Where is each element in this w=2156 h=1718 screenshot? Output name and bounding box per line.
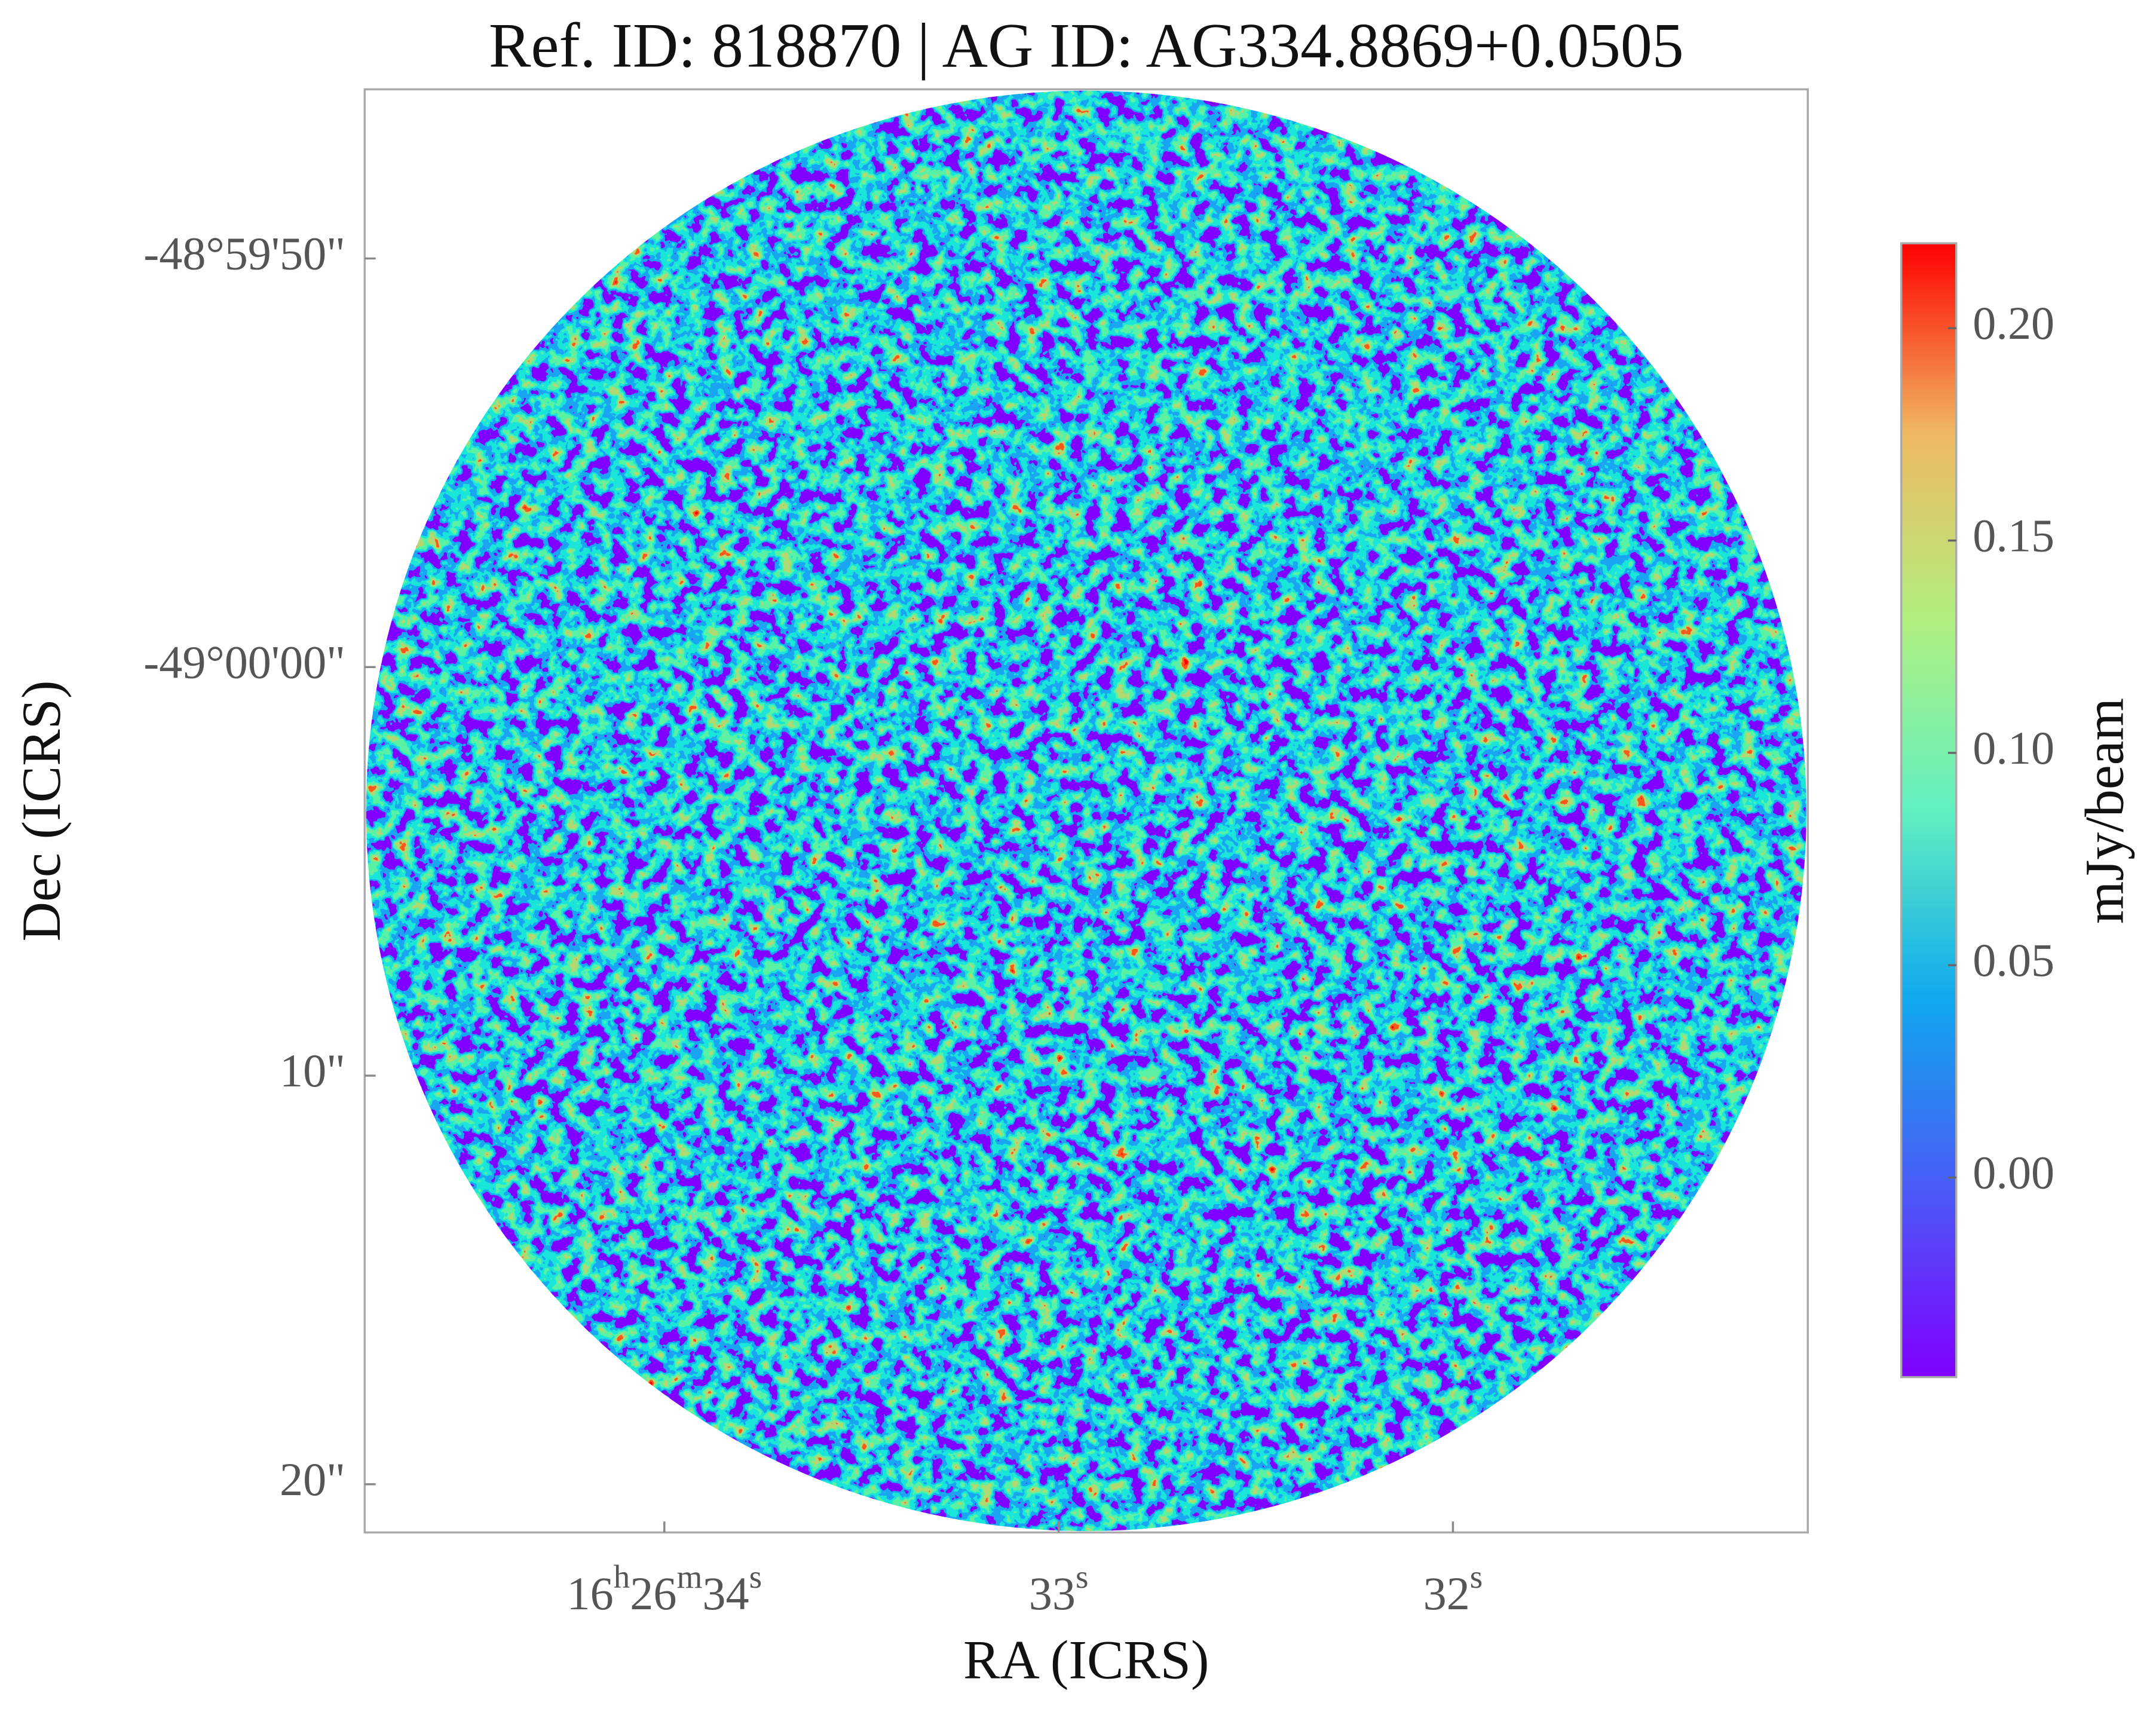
chart-title: Ref. ID: 818870 | AG ID: AG334.8869+0.05… [489,11,1684,81]
colorbar-tick-label: 0.10 [1973,722,2054,774]
colorbar-tick-label: 0.20 [1973,297,2054,349]
y-tick-label: 10" [280,1045,345,1097]
y-tick-label: -49°00'00" [143,636,345,688]
y-axis-label: Dec (ICRS) [11,681,72,942]
colorbar-tick-label: 0.00 [1973,1147,2054,1199]
x-tick-label: 33s [1029,1558,1089,1619]
y-tick-label: -48°59'50" [143,228,345,280]
x-axis-label: RA (ICRS) [963,1630,1209,1691]
colorbar-label: mJy/beam [2074,698,2134,924]
colorbar [1900,242,1958,1379]
colorbar-tick-label: 0.15 [1973,510,2054,562]
intensity-map [366,90,1806,1532]
x-tick-label: 16h26m34s [566,1558,762,1619]
x-tick-label: 32s [1423,1558,1483,1619]
y-tick-label: 20" [280,1453,345,1505]
plot-frame [363,88,1809,1534]
image-disk [366,90,1806,1532]
colorbar-tick-label: 0.05 [1973,934,2054,986]
